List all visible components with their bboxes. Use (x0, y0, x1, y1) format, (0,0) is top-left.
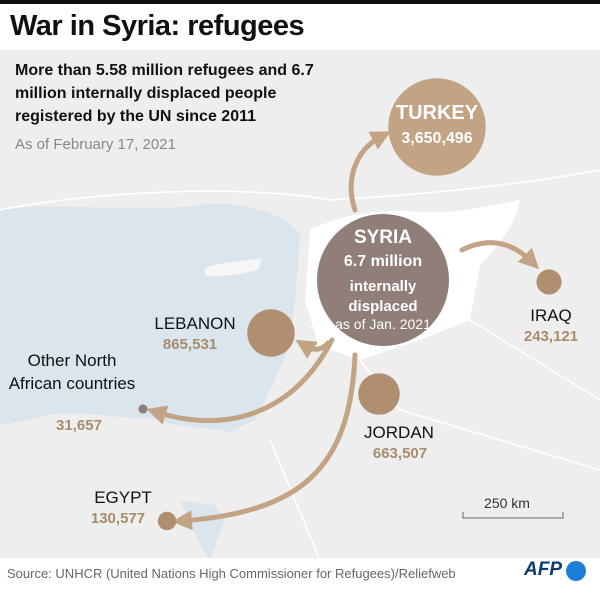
origin-name: SYRIA (353, 227, 413, 248)
destination-value: 130,577 (90, 510, 146, 527)
destination-name: EGYPT (94, 488, 152, 507)
destination-value: 865,531 (162, 336, 218, 353)
destination-value: 31,657 (56, 417, 102, 434)
destination-bubble (388, 78, 486, 176)
arrow (459, 240, 540, 270)
destination-name: TURKEY (395, 102, 479, 124)
destination-name: Other North African countries (8, 351, 136, 393)
arrow (295, 339, 331, 359)
cyprus (205, 258, 262, 277)
destination-bubble (358, 373, 400, 415)
destination-value: 3,650,496 (401, 130, 473, 147)
arrow (348, 131, 391, 213)
origin-bubble (316, 213, 450, 347)
destination-name: IRAQ (530, 306, 572, 325)
destination-value: 243,121 (523, 328, 579, 345)
origin-note: as of Jan. 2021 (335, 316, 431, 332)
arrow (146, 337, 335, 425)
destination-bubble (138, 404, 148, 414)
origin-value: 6.7 million (343, 253, 423, 270)
destination-bubble (157, 511, 177, 531)
destination-name: LEBANON (154, 314, 236, 333)
title: War in Syria: refugees (10, 10, 305, 42)
destination-value: 663,507 (372, 445, 428, 462)
border (0, 169, 600, 561)
destination-bubble (536, 269, 562, 295)
logo: AFP (524, 559, 562, 580)
logo-mark (566, 561, 586, 581)
footer-bg (0, 558, 600, 593)
header-bg (0, 0, 600, 50)
scale-label: 250 km (484, 495, 530, 511)
source: Source: UNHCR (United Nations High Commi… (7, 566, 456, 581)
destination-name: JORDAN (364, 423, 434, 442)
sea (0, 204, 300, 432)
arrow (172, 352, 358, 531)
origin-description: internally displaced (348, 278, 418, 315)
date: As of February 17, 2021 (15, 136, 176, 153)
subtitle: More than 5.58 million refugees and 6.7 … (15, 62, 314, 125)
destination-bubble (247, 309, 295, 357)
top-rule (0, 0, 600, 4)
scale-bar (462, 512, 564, 519)
